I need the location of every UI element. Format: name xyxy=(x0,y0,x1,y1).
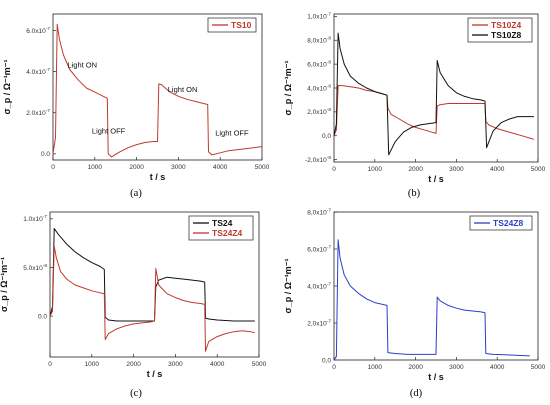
chart-panel-1: 0 1000 2000 3000 4000 5000 0.0 2.0x10-7 4.0x10-7… xyxy=(2,13,270,199)
y-tick-label: 4.0x10-7 xyxy=(26,67,50,76)
y-tick-label: 2,0x10-8 xyxy=(307,107,331,116)
x-axis-label: t / s xyxy=(147,369,163,379)
y-tick-label: 8,0x10-8 xyxy=(307,36,331,45)
annotation-label: Light ON xyxy=(168,85,198,94)
x-tick-label: 1000 xyxy=(85,361,100,368)
series-line-TS10Z4 xyxy=(333,85,535,140)
y-tick-label: 6.0x10-7 xyxy=(26,26,50,35)
x-tick-label: 0 xyxy=(51,164,55,171)
x-tick-label: 5000 xyxy=(255,164,270,171)
annotation-label: Light ON xyxy=(67,60,97,69)
y-tick-label: -2,0x10-8 xyxy=(305,155,331,164)
x-tick-label: 2000 xyxy=(126,361,141,368)
y-tick-label: 4,0x10-7 xyxy=(307,281,331,290)
legend-box xyxy=(188,215,254,241)
series-line-TS10Z8 xyxy=(333,32,534,156)
legend-label: TS10Z8 xyxy=(491,30,522,40)
panel-caption: (a) xyxy=(130,188,142,199)
legend-label: TS24 xyxy=(212,218,233,228)
legend-label: TS24Z8 xyxy=(493,218,524,228)
annotation-label: Light OFF xyxy=(92,126,126,135)
x-tick-label: 5000 xyxy=(252,361,267,368)
x-tick-label: 2000 xyxy=(408,166,423,173)
panel-caption: (d) xyxy=(410,388,423,399)
panel-caption: (c) xyxy=(130,388,142,399)
y-tick-label: 2,0x10-7 xyxy=(307,318,331,327)
y-tick-label: 6,0x10-7 xyxy=(307,244,331,253)
x-tick-label: 2000 xyxy=(408,364,423,371)
x-tick-label: 5000 xyxy=(531,166,546,173)
y-tick-label: 0,0 xyxy=(322,357,331,364)
x-tick-label: 4000 xyxy=(213,164,228,171)
chart-panel-4: 0 1000 2000 3000 4000 5000 0,0 2,0x10-7 4,0x10-7… xyxy=(283,207,546,399)
chart-panel-2: 0 1000 2000 3000 4000 5000 -2,0x10-8 0,0 2,0x10-… xyxy=(283,12,546,199)
x-tick-label: 3000 xyxy=(449,166,464,173)
x-tick-label: 4000 xyxy=(210,361,225,368)
y-tick-label: 0,0 xyxy=(322,133,331,140)
x-tick-label: 0 xyxy=(332,364,336,371)
y-axis-label: σ_p / Ω⁻¹m⁻¹ xyxy=(0,257,9,312)
y-tick-label: 5.0x10-8 xyxy=(23,263,47,272)
y-tick-label: 4,0x10-8 xyxy=(307,83,331,92)
x-tick-label: 0 xyxy=(332,166,336,173)
y-tick-label: 8,0x10-7 xyxy=(307,207,331,216)
x-tick-label: 1000 xyxy=(88,164,103,171)
legend: TS10 xyxy=(207,17,257,33)
x-tick-label: 2000 xyxy=(129,164,144,171)
panel-caption: (b) xyxy=(408,188,421,199)
x-tick-label: 3000 xyxy=(171,164,186,171)
x-axis-label: t / s xyxy=(150,172,166,182)
y-axis-label: σ_p / Ω⁻¹m⁻¹ xyxy=(283,259,293,314)
legend-label: TS24Z4 xyxy=(212,228,243,238)
y-tick-label: 6,0x10-8 xyxy=(307,59,331,68)
series-line-TS10 xyxy=(52,23,263,158)
x-tick-label: 3000 xyxy=(168,361,183,368)
series-line-TS24Z8 xyxy=(333,239,530,361)
x-axis-label: t / s xyxy=(428,174,444,184)
series-line-TS24 xyxy=(49,228,255,322)
y-tick-label: 2.0x10-7 xyxy=(26,108,50,117)
plot-frame xyxy=(49,211,260,358)
x-tick-label: 3000 xyxy=(449,364,464,371)
legend-box xyxy=(207,17,257,33)
x-tick-label: 4000 xyxy=(490,166,505,173)
y-tick-label: 1.0x10-7 xyxy=(23,214,47,223)
legend: TS24Z8 xyxy=(469,215,533,231)
legend-box xyxy=(469,215,533,231)
y-tick-label: 1,0x10-7 xyxy=(307,12,331,21)
legend-label: TS10Z4 xyxy=(491,20,522,30)
y-tick-label: 0.0 xyxy=(41,151,50,158)
plot-frame xyxy=(52,13,263,161)
y-tick-label: 0.0 xyxy=(38,313,47,320)
x-tick-label: 1000 xyxy=(368,364,383,371)
series-line-TS24Z4 xyxy=(49,245,255,352)
x-axis-label: t / s xyxy=(428,372,444,382)
x-tick-label: 4000 xyxy=(490,364,505,371)
y-axis-label: σ_p / Ω⁻¹m⁻¹ xyxy=(2,60,12,115)
legend-box xyxy=(467,17,533,43)
x-tick-label: 0 xyxy=(48,361,52,368)
legend-label: TS10 xyxy=(231,20,252,30)
x-tick-label: 5000 xyxy=(531,364,546,371)
chart-panel-3: 0 1000 2000 3000 4000 5000 0.0 5.0x10-8 1.0x10-7… xyxy=(0,211,267,399)
annotation-label: Light OFF xyxy=(215,128,249,137)
x-tick-label: 1000 xyxy=(368,166,383,173)
y-axis-label: σ_p / Ω⁻¹m⁻¹ xyxy=(283,61,293,116)
